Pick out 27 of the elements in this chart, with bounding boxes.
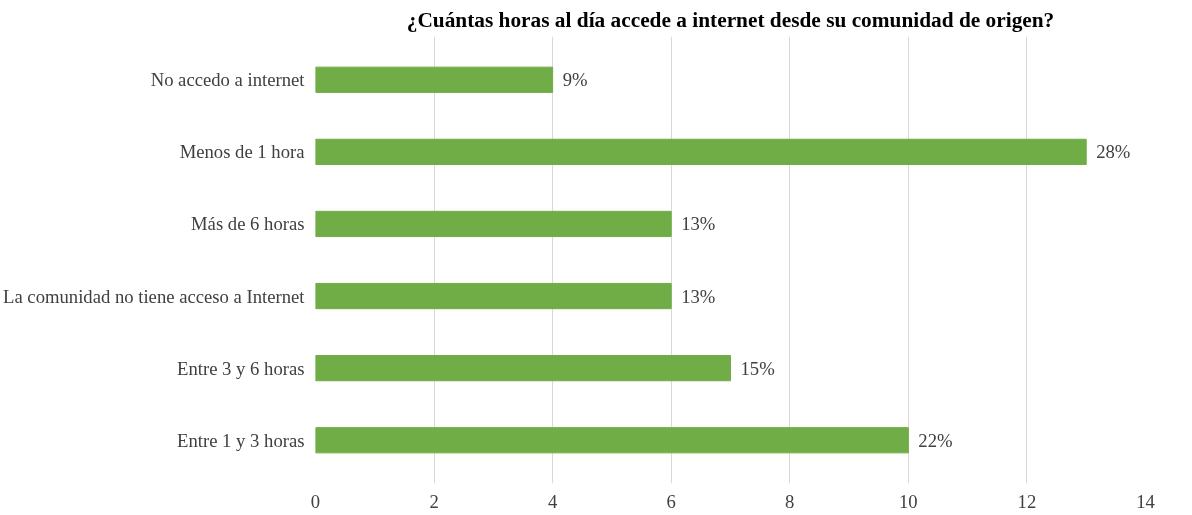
y-tick-label: No accedo a internet <box>150 69 306 91</box>
bar <box>315 355 731 382</box>
bar <box>315 427 909 454</box>
bar <box>315 210 672 238</box>
x-tick-label: 4 <box>547 490 558 512</box>
annotation: 22% <box>918 429 953 451</box>
x-tick-label: 14 <box>1136 490 1156 512</box>
y-tick-label: La comunidad no tiene acceso a Internet <box>3 285 306 307</box>
y-tick-label: Menos de 1 hora <box>179 141 306 163</box>
annotation: 15% <box>740 357 775 379</box>
x-tick-label: 6 <box>666 490 676 512</box>
annotation: 13% <box>681 213 716 235</box>
chart-title: ¿Cuántas horas al día accede a internet desde su comunidad de origen? <box>406 7 1055 32</box>
x-tick-label: 10 <box>899 490 918 512</box>
annotation: 28% <box>1096 141 1131 163</box>
y-tick-label: Entre 1 y 3 horas <box>177 429 305 451</box>
x-tick-label: 2 <box>429 490 439 512</box>
annotation: 9% <box>562 69 588 91</box>
bar <box>315 282 672 310</box>
x-tick-label: 12 <box>1017 490 1037 512</box>
y-tick-label: Entre 3 y 6 horas <box>177 357 305 379</box>
bar <box>315 138 1087 165</box>
y-tick-label: Más de 6 horas <box>191 213 305 235</box>
annotation: 13% <box>681 285 716 307</box>
x-tick-label: 8 <box>785 490 795 512</box>
x-tick-label: 0 <box>310 490 321 512</box>
bar <box>315 66 554 93</box>
